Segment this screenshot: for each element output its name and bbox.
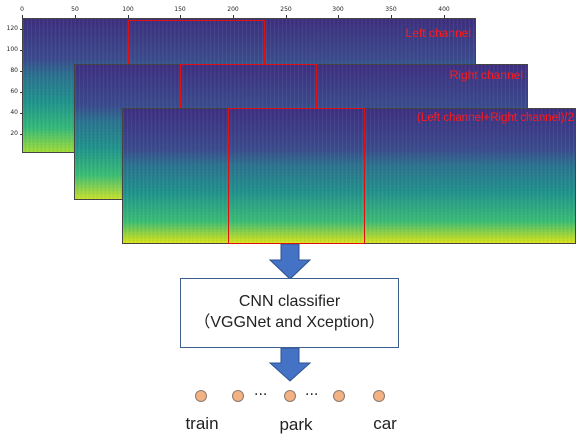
- x-tick-label: 100: [122, 6, 134, 13]
- down-arrow-icon: [268, 244, 312, 280]
- output-node: [373, 390, 385, 402]
- classifier-models: （VGGNet and Xception）: [194, 314, 385, 331]
- output-node: [284, 390, 296, 402]
- classifier-title: CNN classifier: [238, 293, 341, 311]
- y-tick-mark: [20, 71, 23, 72]
- y-tick-mark: [20, 113, 23, 114]
- output-node: [333, 390, 345, 402]
- x-tick-mark: [22, 15, 23, 18]
- down-arrow-icon: [268, 348, 312, 382]
- x-tick-label: 250: [280, 6, 292, 13]
- x-tick-label: 50: [71, 6, 79, 13]
- average-channel-label: (Left channel+Right channel)/2: [417, 112, 574, 124]
- x-tick-mark: [75, 15, 76, 18]
- class-label-park: park: [279, 415, 313, 434]
- y-tick-label: 120: [6, 25, 18, 32]
- output-node: [195, 390, 207, 402]
- class-label-car: car: [373, 414, 397, 433]
- y-tick-label: 100: [6, 46, 18, 53]
- y-tick-mark: [20, 29, 23, 30]
- x-tick-mark: [180, 15, 181, 18]
- y-tick-label: 40: [10, 109, 18, 116]
- class-label-train: train: [185, 414, 219, 433]
- cnn-classifier-box: CNN classifier （VGGNet and Xception）: [180, 278, 399, 348]
- right-channel-label: Right channel: [449, 68, 523, 82]
- ellipsis: ···: [305, 387, 319, 403]
- y-tick-label: 20: [10, 130, 18, 137]
- y-tick-label: 80: [10, 67, 18, 74]
- ellipsis: ···: [254, 387, 268, 403]
- output-node: [232, 390, 244, 402]
- x-tick-mark: [286, 15, 287, 18]
- x-tick-label: 200: [227, 6, 239, 13]
- x-tick-mark: [233, 15, 234, 18]
- x-tick-label: 300: [332, 6, 344, 13]
- x-tick-mark: [338, 15, 339, 18]
- x-tick-label: 150: [174, 6, 186, 13]
- average-channel-roi: [228, 108, 365, 244]
- x-tick-label: 0: [20, 6, 24, 13]
- x-tick-mark: [391, 15, 392, 18]
- x-tick-label: 400: [438, 6, 450, 13]
- y-tick-label: 60: [10, 88, 18, 95]
- y-tick-mark: [20, 92, 23, 93]
- x-tick-mark: [444, 15, 445, 18]
- left-channel-label: Left channel: [405, 26, 471, 40]
- x-tick-mark: [128, 15, 129, 18]
- x-tick-label: 350: [385, 6, 397, 13]
- y-tick-mark: [20, 134, 23, 135]
- y-tick-mark: [20, 50, 23, 51]
